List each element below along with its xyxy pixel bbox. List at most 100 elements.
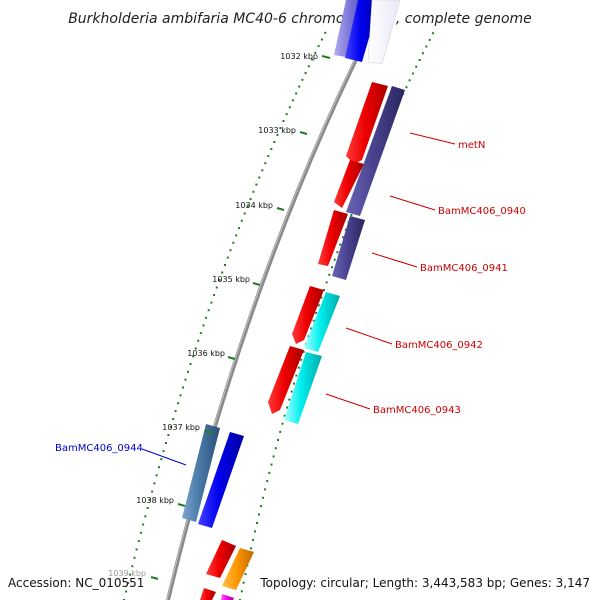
tick-dot: [135, 548, 138, 551]
tick-dot: [273, 141, 276, 143]
tick-dot: [205, 316, 208, 319]
gene-label-BamMC406_0943: BamMC406_0943: [373, 405, 461, 416]
gene-label-BamMC406_0940: BamMC406_0940: [438, 206, 526, 217]
kbp-tick-label: 1036 kbp: [187, 349, 225, 358]
tick-dot: [282, 120, 285, 122]
tick-dot: [317, 45, 320, 48]
gene-feature: [284, 352, 322, 424]
tick-dot: [165, 442, 167, 444]
tick-dot: [260, 505, 262, 508]
tick-dot: [144, 515, 147, 518]
tick-dot: [137, 540, 140, 543]
tick-dot: [226, 256, 229, 259]
tick-dot: [331, 266, 333, 269]
tick-dot: [286, 406, 288, 409]
tick-dot: [333, 258, 336, 261]
gene-feature-BamMC406_0941: [318, 210, 348, 266]
tick-dot: [127, 582, 130, 584]
kbp-tick-label: 1035 kbp: [212, 275, 250, 284]
tick-dot: [169, 426, 172, 428]
tick-dot: [325, 281, 328, 284]
kbp-tick-mark: [227, 356, 236, 360]
tick-dot: [192, 355, 195, 358]
tick-dot: [411, 72, 414, 75]
tick-dot: [285, 113, 288, 116]
tick-dot: [324, 31, 327, 34]
tick-dot: [295, 92, 298, 95]
kbp-tick-mark: [299, 131, 308, 135]
tick-dot: [244, 573, 247, 576]
tick-dot: [264, 162, 267, 165]
tick-dot: [210, 301, 213, 304]
gene-feature-metN: [346, 82, 388, 164]
tick-dot: [293, 382, 295, 385]
tick-dot: [274, 447, 277, 450]
tick-dot: [133, 556, 136, 559]
kbp-tick-mark: [252, 282, 261, 286]
tick-dot: [146, 507, 149, 509]
tick-dot: [297, 366, 300, 369]
tick-dot: [250, 547, 253, 550]
gene-feature-BamMC406_0944: [182, 424, 220, 522]
tick-dot: [279, 127, 282, 129]
gene-feature: [198, 432, 244, 528]
tick-dot: [314, 51, 317, 54]
tick-dot: [418, 59, 421, 61]
tick-dot: [254, 530, 256, 533]
gene-feature: [332, 216, 365, 280]
tick-dot: [272, 455, 275, 458]
tick-dot: [300, 358, 303, 361]
tick-dot: [194, 347, 197, 350]
tick-dot: [215, 286, 218, 289]
tick-dot: [304, 72, 307, 74]
leader-line: [389, 195, 436, 211]
kbp-tick-label: 1034 kbp: [235, 201, 273, 210]
genome-summary-text: Topology: circular; Length: 3,443,583 bp…: [259, 576, 590, 590]
tick-dot: [281, 422, 284, 425]
inner-tick-ring: [123, 31, 327, 600]
tick-dot: [142, 523, 145, 526]
tick-dot: [238, 227, 240, 230]
chromosome-backbone: [166, 0, 388, 600]
tick-dot: [288, 398, 291, 401]
gene-label-BamMC406_0941: BamMC406_0941: [420, 263, 508, 274]
tick-dot: [252, 190, 255, 193]
tick-dot: [262, 496, 265, 499]
tick-dot: [187, 370, 189, 373]
tick-dot: [242, 581, 245, 584]
tick-dot: [298, 85, 301, 88]
tick-dot: [310, 327, 313, 330]
tick-dot: [189, 363, 192, 365]
tick-dot: [224, 264, 226, 266]
tick-dot: [405, 86, 408, 89]
tick-dot: [342, 236, 344, 239]
tick-dot: [202, 324, 205, 327]
tick-dot: [179, 394, 182, 397]
tick-dot: [283, 414, 286, 417]
tick-dot: [350, 214, 353, 217]
kbp-tick-mark: [177, 503, 186, 507]
tick-dot: [290, 390, 293, 393]
leader-line: [325, 393, 371, 410]
tick-dot: [255, 183, 258, 186]
tick-dot: [344, 228, 347, 231]
tick-dot: [264, 488, 267, 491]
tick-dot: [207, 309, 210, 312]
leader-line: [141, 448, 187, 466]
tick-dot: [240, 219, 243, 222]
tick-dot: [301, 78, 304, 81]
tick-dot: [320, 38, 323, 41]
tick-dot: [258, 176, 261, 179]
tick-dot: [291, 99, 294, 102]
tick-dot: [295, 374, 298, 377]
tick-dot: [221, 271, 224, 274]
tick-dot: [197, 339, 200, 342]
tick-dot: [246, 205, 249, 208]
kbp-tick-label: 1033 kbp: [258, 126, 296, 135]
tick-dot: [270, 463, 273, 466]
accession-text: Accession: NC_010551: [8, 576, 144, 590]
tick-dot: [235, 234, 238, 237]
tick-dot: [167, 434, 170, 436]
tick-dot: [243, 212, 246, 215]
